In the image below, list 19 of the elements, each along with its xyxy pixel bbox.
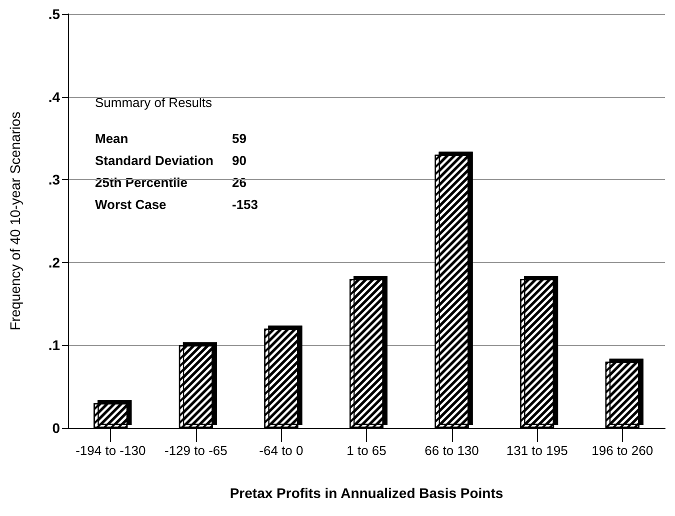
x-tick-label: 66 to 130 bbox=[424, 443, 479, 458]
y-tick-label: .4 bbox=[48, 88, 60, 105]
x-tick-label: -129 to -65 bbox=[164, 443, 228, 458]
x-tick-label: 196 to 260 bbox=[592, 443, 654, 458]
y-tick-label: .5 bbox=[48, 6, 60, 22]
y-tick-label: 0 bbox=[52, 420, 60, 436]
x-tick-label: 131 to 195 bbox=[506, 443, 568, 458]
annotation: Summary of Results bbox=[95, 95, 213, 110]
x-axis-title: Pretax Profits in Annualized Basis Points bbox=[230, 485, 504, 501]
text: Worst Case -153 bbox=[95, 197, 258, 212]
text: Standard Deviation 90 bbox=[95, 153, 246, 168]
x-tick-label: -194 to -130 bbox=[76, 443, 146, 458]
y-axis-title: Frequency of 40 10-year Scenarios bbox=[7, 112, 23, 330]
y-tick-label: .1 bbox=[48, 337, 60, 354]
y-tick-label: .3 bbox=[48, 172, 60, 188]
x-tick-label: 1 to 65 bbox=[346, 443, 386, 458]
y-tick-label: .2 bbox=[48, 254, 60, 270]
text: Mean 59 bbox=[95, 131, 246, 146]
x-tick-label: -64 to 0 bbox=[259, 443, 304, 458]
